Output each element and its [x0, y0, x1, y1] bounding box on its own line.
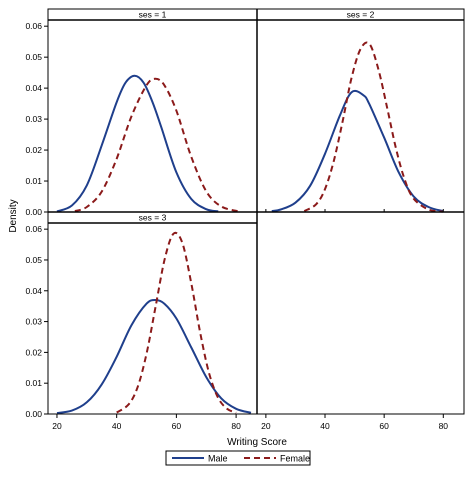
- legend-label-male: Male: [208, 454, 228, 464]
- y-tick-label-ses-1: 0.00: [25, 207, 42, 217]
- x-tick-label: 40: [112, 421, 122, 431]
- y-tick-label-ses-1: 0.01: [25, 176, 42, 186]
- series-line-male-ses-2: [271, 89, 444, 213]
- y-axis-title: Density: [8, 199, 19, 232]
- y-tick-label-ses-3: 0.03: [25, 317, 42, 327]
- y-tick-label-ses-1: 0.03: [25, 114, 42, 124]
- y-tick-label-ses-3: 0.05: [25, 255, 42, 265]
- x-axis-title: Writing Score: [227, 437, 287, 448]
- x-tick-label: 40: [320, 421, 330, 431]
- x-tick-label: 20: [52, 421, 62, 431]
- y-tick-label-ses-1: 0.02: [25, 145, 42, 155]
- y-tick-label-ses-3: 0.02: [25, 347, 42, 357]
- panel-header-ses-2: ses = 2: [347, 10, 375, 20]
- y-tick-label-ses-3: 0.00: [25, 409, 42, 419]
- legend-label-female: Female: [280, 454, 310, 464]
- x-tick-label: 60: [172, 421, 182, 431]
- legend-box: [165, 450, 311, 466]
- x-tick-label: 20: [261, 421, 271, 431]
- panel-header-ses-3: ses = 3: [139, 213, 167, 223]
- x-tick-label: 60: [379, 421, 389, 431]
- panel-header-ses-1: ses = 1: [139, 10, 167, 20]
- series-line-female-ses-3: [116, 231, 237, 414]
- y-tick-label-ses-3: 0.01: [25, 378, 42, 388]
- y-tick-label-ses-3: 0.06: [25, 224, 42, 234]
- y-tick-label-ses-1: 0.06: [25, 21, 42, 31]
- series-line-male-ses-1: [56, 74, 219, 213]
- x-tick-label: 80: [439, 421, 449, 431]
- x-tick-label: 80: [231, 421, 241, 431]
- y-tick-label-ses-1: 0.04: [25, 83, 42, 93]
- y-tick-label-ses-3: 0.04: [25, 286, 42, 296]
- axes-layer: 0.00 0.01 0.02 0.03 0.04 0.05 0.06 0.00 0.01 0.02…: [25, 8, 465, 431]
- panels-layer: ses = 1 ses = 2 ses = 3: [48, 10, 464, 415]
- series-line-female-ses-1: [74, 77, 240, 213]
- legend: Male Female: [165, 450, 311, 466]
- series-line-female-ses-2: [303, 41, 444, 213]
- y-tick-label-ses-1: 0.05: [25, 52, 42, 62]
